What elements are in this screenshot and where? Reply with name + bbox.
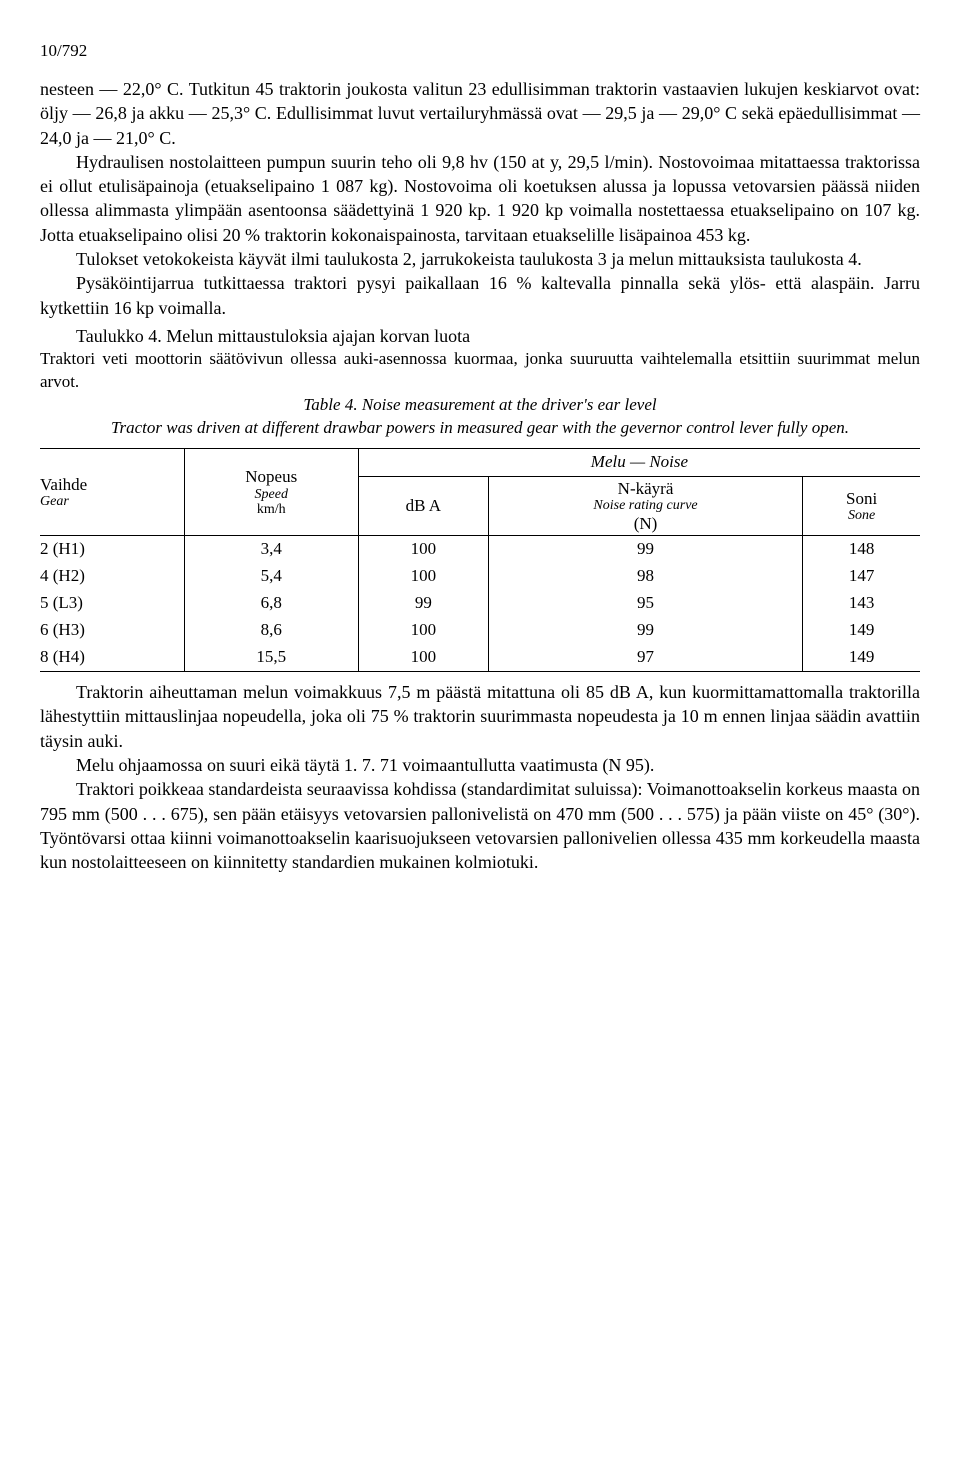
- cell-sone: 147: [803, 563, 920, 590]
- th-speed: Nopeus Speed km/h: [184, 448, 358, 535]
- cell-speed: 5,4: [184, 563, 358, 590]
- th-gear-fi: Vaihde: [40, 475, 87, 494]
- table4-caption-fi: Taulukko 4. Melun mittaustuloksia ajajan…: [40, 324, 920, 348]
- cell-dba: 100: [358, 536, 488, 563]
- th-sone: Soni Sone: [803, 476, 920, 535]
- cell-sone: 149: [803, 644, 920, 671]
- table-row: 2 (H1) 3,4 100 99 148: [40, 536, 920, 563]
- cell-speed: 6,8: [184, 590, 358, 617]
- th-ncurve-unit: (N): [634, 514, 658, 533]
- table4-caption-en: Table 4. Noise measurement at the driver…: [40, 394, 920, 417]
- page-header: 10/792: [40, 40, 920, 63]
- th-speed-fi: Nopeus: [245, 467, 297, 486]
- cell-gear: 4 (H2): [40, 563, 184, 590]
- th-speed-unit: km/h: [191, 502, 352, 517]
- cell-speed: 3,4: [184, 536, 358, 563]
- table-row: 8 (H4) 15,5 100 97 149: [40, 644, 920, 671]
- table-row: 5 (L3) 6,8 99 95 143: [40, 590, 920, 617]
- cell-gear: 5 (L3): [40, 590, 184, 617]
- cell-gear: 2 (H1): [40, 536, 184, 563]
- table4-note-fi: Traktori veti moottorin säätövivun olles…: [40, 348, 920, 394]
- th-ncurve-fi: N-käyrä: [618, 479, 674, 498]
- th-sone-en: Sone: [809, 508, 914, 523]
- paragraph-3: Tulokset vetokokeista käyvät ilmi tauluk…: [40, 247, 920, 271]
- paragraph-4: Pysäköintijarrua tutkittaessa traktori p…: [40, 271, 920, 320]
- paragraph-7: Traktori poikkeaa standardeista seuraavi…: [40, 777, 920, 874]
- th-gear: Vaihde Gear: [40, 448, 184, 535]
- cell-dba: 100: [358, 644, 488, 671]
- th-ncurve: N-käyrä Noise rating curve (N): [488, 476, 802, 535]
- th-ncurve-en: Noise rating curve: [495, 498, 796, 513]
- cell-n: 99: [488, 536, 802, 563]
- cell-n: 99: [488, 617, 802, 644]
- cell-n: 97: [488, 644, 802, 671]
- cell-speed: 8,6: [184, 617, 358, 644]
- cell-dba: 100: [358, 617, 488, 644]
- cell-speed: 15,5: [184, 644, 358, 671]
- cell-sone: 143: [803, 590, 920, 617]
- cell-n: 98: [488, 563, 802, 590]
- cell-gear: 6 (H3): [40, 617, 184, 644]
- th-sone-fi: Soni: [846, 489, 877, 508]
- table-row: 6 (H3) 8,6 100 99 149: [40, 617, 920, 644]
- cell-dba: 100: [358, 563, 488, 590]
- th-noise-group: Melu — Noise: [358, 448, 920, 476]
- cell-sone: 149: [803, 617, 920, 644]
- th-speed-en: Speed: [191, 487, 352, 502]
- table4-note-en: Tractor was driven at different drawbar …: [40, 417, 920, 440]
- cell-sone: 148: [803, 536, 920, 563]
- table-row: 4 (H2) 5,4 100 98 147: [40, 563, 920, 590]
- paragraph-2: Hydraulisen nostolaitteen pumpun suurin …: [40, 150, 920, 247]
- cell-dba: 99: [358, 590, 488, 617]
- table4: Vaihde Gear Nopeus Speed km/h Melu — Noi…: [40, 448, 920, 672]
- th-gear-en: Gear: [40, 494, 178, 509]
- paragraph-5: Traktorin aiheuttaman melun voimakkuus 7…: [40, 680, 920, 753]
- paragraph-6: Melu ohjaamossa on suuri eikä täytä 1. 7…: [40, 753, 920, 777]
- paragraph-1: nesteen — 22,0° C. Tutkitun 45 traktorin…: [40, 77, 920, 150]
- cell-gear: 8 (H4): [40, 644, 184, 671]
- cell-n: 95: [488, 590, 802, 617]
- th-dba: dB A: [358, 476, 488, 535]
